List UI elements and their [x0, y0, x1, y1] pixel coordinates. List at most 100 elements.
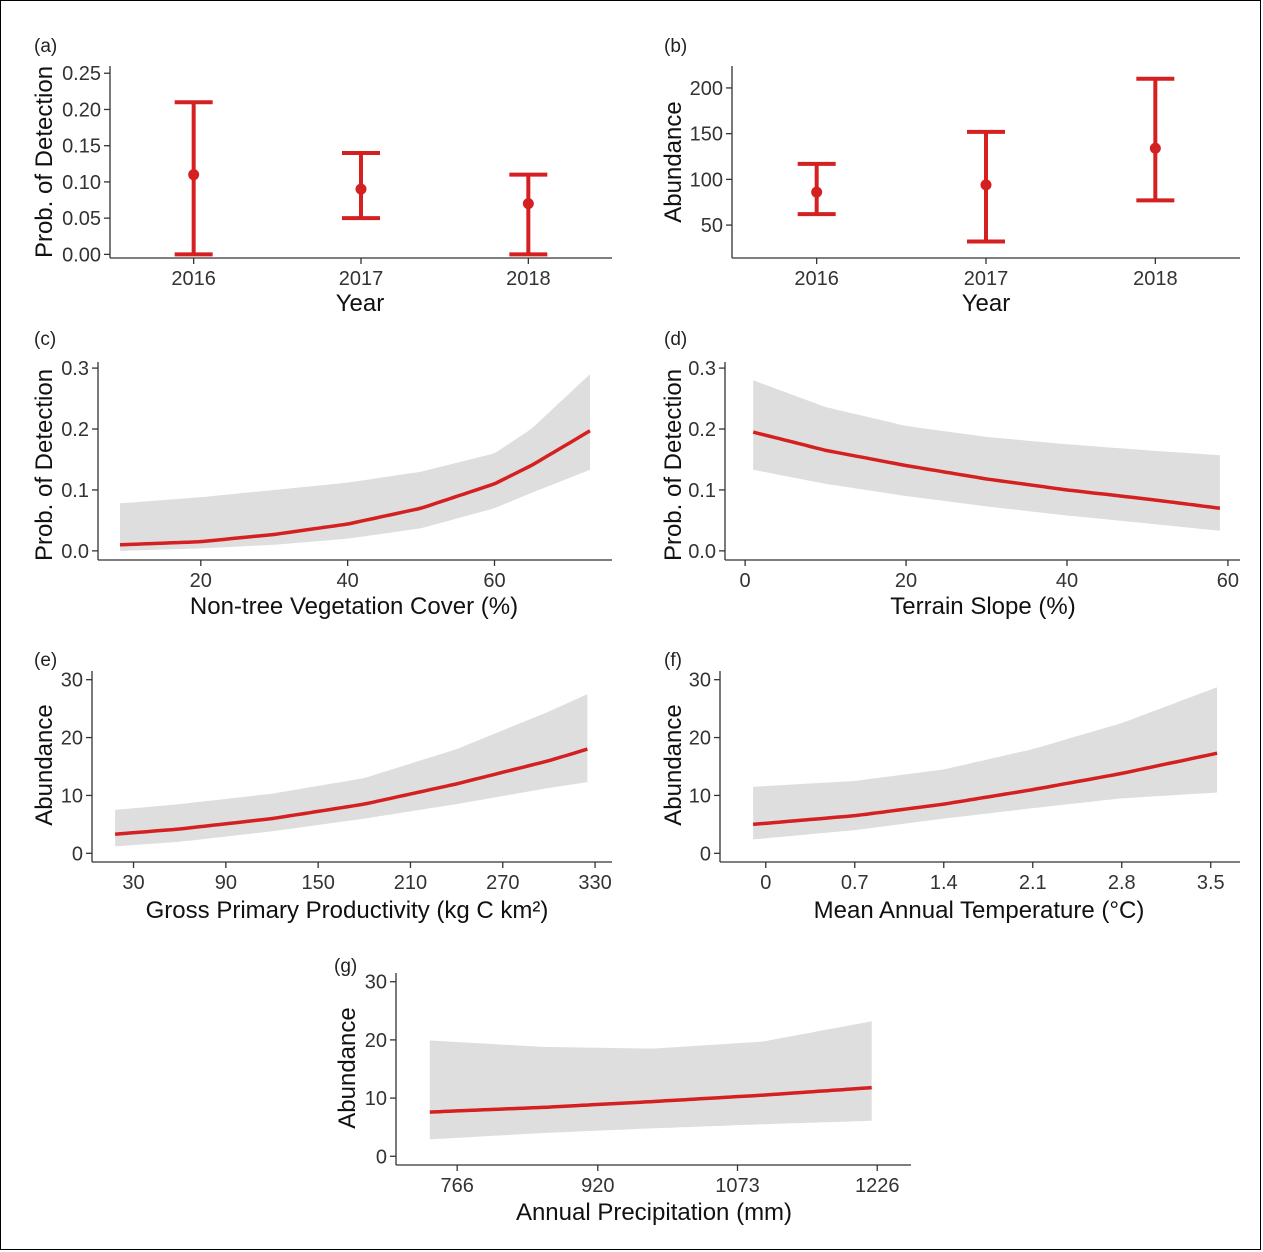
panel-label-e: (e)	[34, 650, 57, 671]
y-tick-label: 0	[72, 843, 83, 865]
x-axis-title-c: Non-tree Vegetation Cover (%)	[190, 593, 518, 620]
plot-area-f: 0 10 20 30 0 0.7 1.4 2.1 2.8 3.5	[689, 670, 1240, 894]
panel-a: (a) Prob. of Detection Year 0.00 0.05 0.10…	[31, 36, 612, 317]
y-axis-title-g: Abundance	[334, 1007, 361, 1128]
x-tick-label: 60	[483, 570, 505, 592]
data-point-2016	[188, 169, 200, 181]
y-tick-label: 0.1	[688, 480, 716, 502]
plot-area-d: 0.0 0.1 0.2 0.3 0 20 40 60	[688, 358, 1240, 592]
fitted-line	[752, 430, 1221, 510]
x-axis-title-b: Year	[962, 290, 1011, 317]
fitted-line	[429, 1085, 872, 1114]
plot-area-b: 50 100 150 200 2016 2017 2018	[690, 66, 1240, 290]
y-tick-label: 0.05	[62, 208, 101, 230]
panel-c: (c) Prob. of Detection Non-tree Vegetati…	[31, 329, 612, 620]
x-tick-label: 210	[394, 872, 427, 894]
panel-label-c: (c)	[34, 329, 56, 350]
y-tick-label: 0.20	[62, 99, 101, 121]
panel-b: (b) Abundance Year 50 100 150 200 2016 2017 20…	[660, 36, 1240, 317]
panel-label-f: (f)	[664, 650, 682, 671]
y-tick-label: 0.3	[61, 358, 89, 380]
x-tick-label: 3.5	[1197, 872, 1225, 894]
data-point-2018	[1149, 142, 1161, 154]
y-tick-label: 0.2	[688, 419, 716, 441]
x-axis-title-d: Terrain Slope (%)	[890, 593, 1075, 620]
x-axis-title-e: Gross Primary Productivity (kg C km²)	[146, 897, 549, 924]
x-tick-label: 90	[215, 872, 237, 894]
x-tick-label: 20	[190, 570, 212, 592]
x-tick-label: 766	[440, 1175, 473, 1197]
y-tick-label: 30	[61, 670, 83, 692]
y-tick-label: 200	[690, 78, 723, 100]
fitted-line	[114, 747, 588, 836]
x-tick-label: 2017	[964, 268, 1009, 290]
y-tick-label: 20	[365, 1030, 387, 1052]
y-tick-label: 0.10	[62, 172, 101, 194]
y-tick-label: 10	[365, 1088, 387, 1110]
panel-d: (d) Prob. of Detection Terrain Slope (%)…	[660, 329, 1240, 620]
x-tick-label: 2018	[1133, 268, 1178, 290]
y-tick-label: 150	[690, 124, 723, 146]
x-tick-label: 0	[740, 570, 751, 592]
y-axis-title-d: Prob. of Detection	[660, 369, 687, 561]
data-point-2018	[522, 198, 534, 210]
y-axis-title-b: Abundance	[660, 101, 687, 222]
x-tick-label: 60	[1217, 570, 1239, 592]
confidence-band	[753, 687, 1218, 840]
y-tick-label: 30	[689, 670, 711, 692]
x-tick-label: 0	[760, 872, 771, 894]
confidence-band	[429, 1021, 872, 1140]
y-axis-title-e: Abundance	[31, 704, 58, 825]
y-tick-label: 0.00	[62, 244, 101, 266]
x-tick-label: 1226	[855, 1175, 900, 1197]
y-tick-label: 30	[365, 972, 387, 994]
y-tick-label: 0.1	[61, 480, 89, 502]
x-tick-label: 2.8	[1108, 872, 1136, 894]
y-tick-label: 0.25	[62, 63, 101, 85]
y-tick-label: 100	[690, 169, 723, 191]
confidence-band	[115, 694, 588, 847]
data-point-2016	[811, 186, 823, 198]
x-tick-label: 20	[895, 570, 917, 592]
data-point-2017	[355, 183, 367, 195]
panel-label-b: (b)	[664, 36, 687, 57]
x-tick-label: 2.1	[1019, 872, 1047, 894]
x-axis-title-a: Year	[336, 290, 385, 317]
panel-g: (g) Abundance Annual Precipitation (mm) …	[334, 956, 911, 1226]
y-tick-label: 0.2	[61, 419, 89, 441]
plot-area-a: 0.00 0.05 0.10 0.15 0.20 0.25 2016 2017 2018	[62, 63, 612, 290]
y-axis-title-f: Abundance	[660, 704, 687, 825]
fitted-line	[119, 429, 591, 547]
y-axis-title-c: Prob. of Detection	[31, 369, 58, 561]
x-tick-label: 1073	[715, 1175, 760, 1197]
fitted-line	[752, 751, 1218, 827]
x-tick-label: 2016	[171, 268, 216, 290]
confidence-band	[753, 380, 1220, 531]
data-point-2017	[980, 179, 992, 191]
y-tick-label: 10	[61, 785, 83, 807]
x-tick-label: 270	[486, 872, 519, 894]
x-tick-label: 40	[337, 570, 359, 592]
y-tick-label: 0.15	[62, 136, 101, 158]
x-tick-label: 2017	[339, 268, 384, 290]
x-tick-label: 2018	[506, 268, 551, 290]
y-tick-label: 0	[700, 843, 711, 865]
x-axis-title-e-text: Gross Primary Productivity (kg C km²)	[146, 897, 549, 924]
plot-area-c: 0.0 0.1 0.2 0.3 20 40 60	[61, 358, 612, 592]
x-tick-label: 2016	[794, 268, 839, 290]
x-axis-title-f: Mean Annual Temperature (°C)	[814, 897, 1145, 924]
y-tick-label: 0.0	[61, 541, 89, 563]
y-tick-label: 0	[376, 1146, 387, 1168]
x-tick-label: 1.4	[930, 872, 958, 894]
x-tick-label: 30	[122, 872, 144, 894]
y-tick-label: 50	[701, 215, 723, 237]
x-tick-label: 330	[578, 872, 611, 894]
plot-area-e: 0 10 20 30 30 90 150 210 270 330	[61, 670, 612, 894]
x-tick-label: 40	[1056, 570, 1078, 592]
x-axis-title-g: Annual Precipitation (mm)	[516, 1199, 792, 1226]
panel-e: (e) Abundance Gross Primary Productivity…	[31, 650, 612, 924]
plot-area-g: 0 10 20 30 766 920 1073 1226	[365, 972, 911, 1197]
y-tick-label: 0.3	[688, 358, 716, 380]
